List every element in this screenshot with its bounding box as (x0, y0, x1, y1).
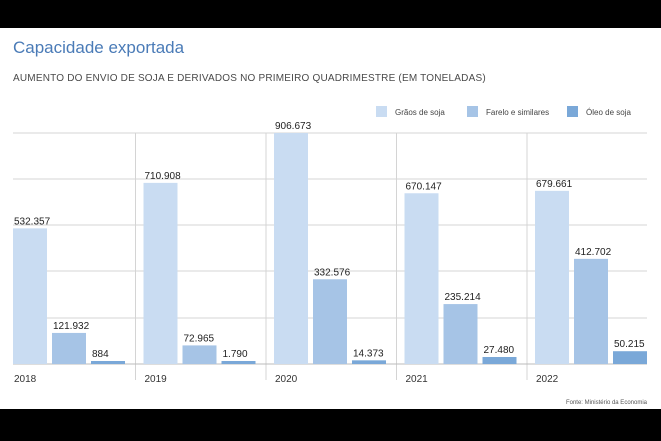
bar-2019-series-2 (182, 345, 217, 364)
value-label: 884 (92, 349, 109, 360)
source-note: Fonte: Ministério da Economia (565, 400, 647, 406)
value-label: 412.702 (575, 247, 612, 258)
chart-title: Capacidade exportada (13, 38, 185, 57)
value-label: 679.661 (536, 179, 573, 190)
chart-subtitle: AUMENTO DO ENVIO DE SOJA E DERIVADOS NO … (13, 73, 486, 84)
bar-2020-series-3 (352, 360, 386, 364)
value-label: 235.214 (445, 292, 482, 303)
bar-2021-series-2 (443, 304, 478, 364)
bar-chart: 532.357 121.932 884 2018 710.908 72.965 1.790 2… (13, 106, 647, 385)
value-label: 670.147 (406, 181, 443, 192)
value-label: 532.357 (14, 216, 51, 227)
legend-label: Óleo de soja (586, 108, 631, 117)
chart-panel: Capacidade exportada AUMENTO DO ENVIO DE… (0, 28, 661, 409)
bar-2018-series-3 (91, 361, 125, 364)
legend-swatch (567, 106, 578, 117)
x-tick-label: 2018 (14, 374, 37, 385)
value-label: 50.215 (614, 339, 645, 350)
legend-label: Grãos de soja (395, 108, 445, 117)
value-label: 72.965 (184, 333, 215, 344)
legend-swatch (376, 106, 387, 117)
x-tick-label: 2022 (536, 374, 559, 385)
value-label: 27.480 (484, 345, 515, 356)
x-tick-label: 2021 (406, 374, 429, 385)
x-tick-label: 2019 (145, 374, 168, 385)
x-tick-label: 2020 (275, 374, 298, 385)
value-label: 1.790 (223, 349, 248, 360)
bar-2021-series-3 (482, 356, 517, 364)
legend-label: Farelo e similares (486, 108, 549, 117)
bar-2022-series-2 (574, 258, 608, 364)
value-label: 332.576 (314, 267, 351, 278)
bar-2019-series-3 (221, 361, 256, 364)
value-label: 906.673 (275, 121, 312, 132)
bar-2020-series-1 (274, 133, 308, 364)
bar-2022-series-3 (613, 351, 647, 364)
value-label: 710.908 (145, 171, 182, 182)
bar-2019-series-1 (143, 182, 178, 364)
bar-2018-series-1 (13, 228, 47, 364)
value-label: 14.373 (353, 348, 384, 359)
value-label: 121.932 (53, 321, 90, 332)
bar-2021-series-1 (404, 193, 439, 364)
bar-2020-series-2 (313, 279, 347, 364)
bar-2018-series-2 (52, 332, 86, 364)
bar-2022-series-1 (535, 190, 569, 364)
legend-swatch (467, 106, 478, 117)
